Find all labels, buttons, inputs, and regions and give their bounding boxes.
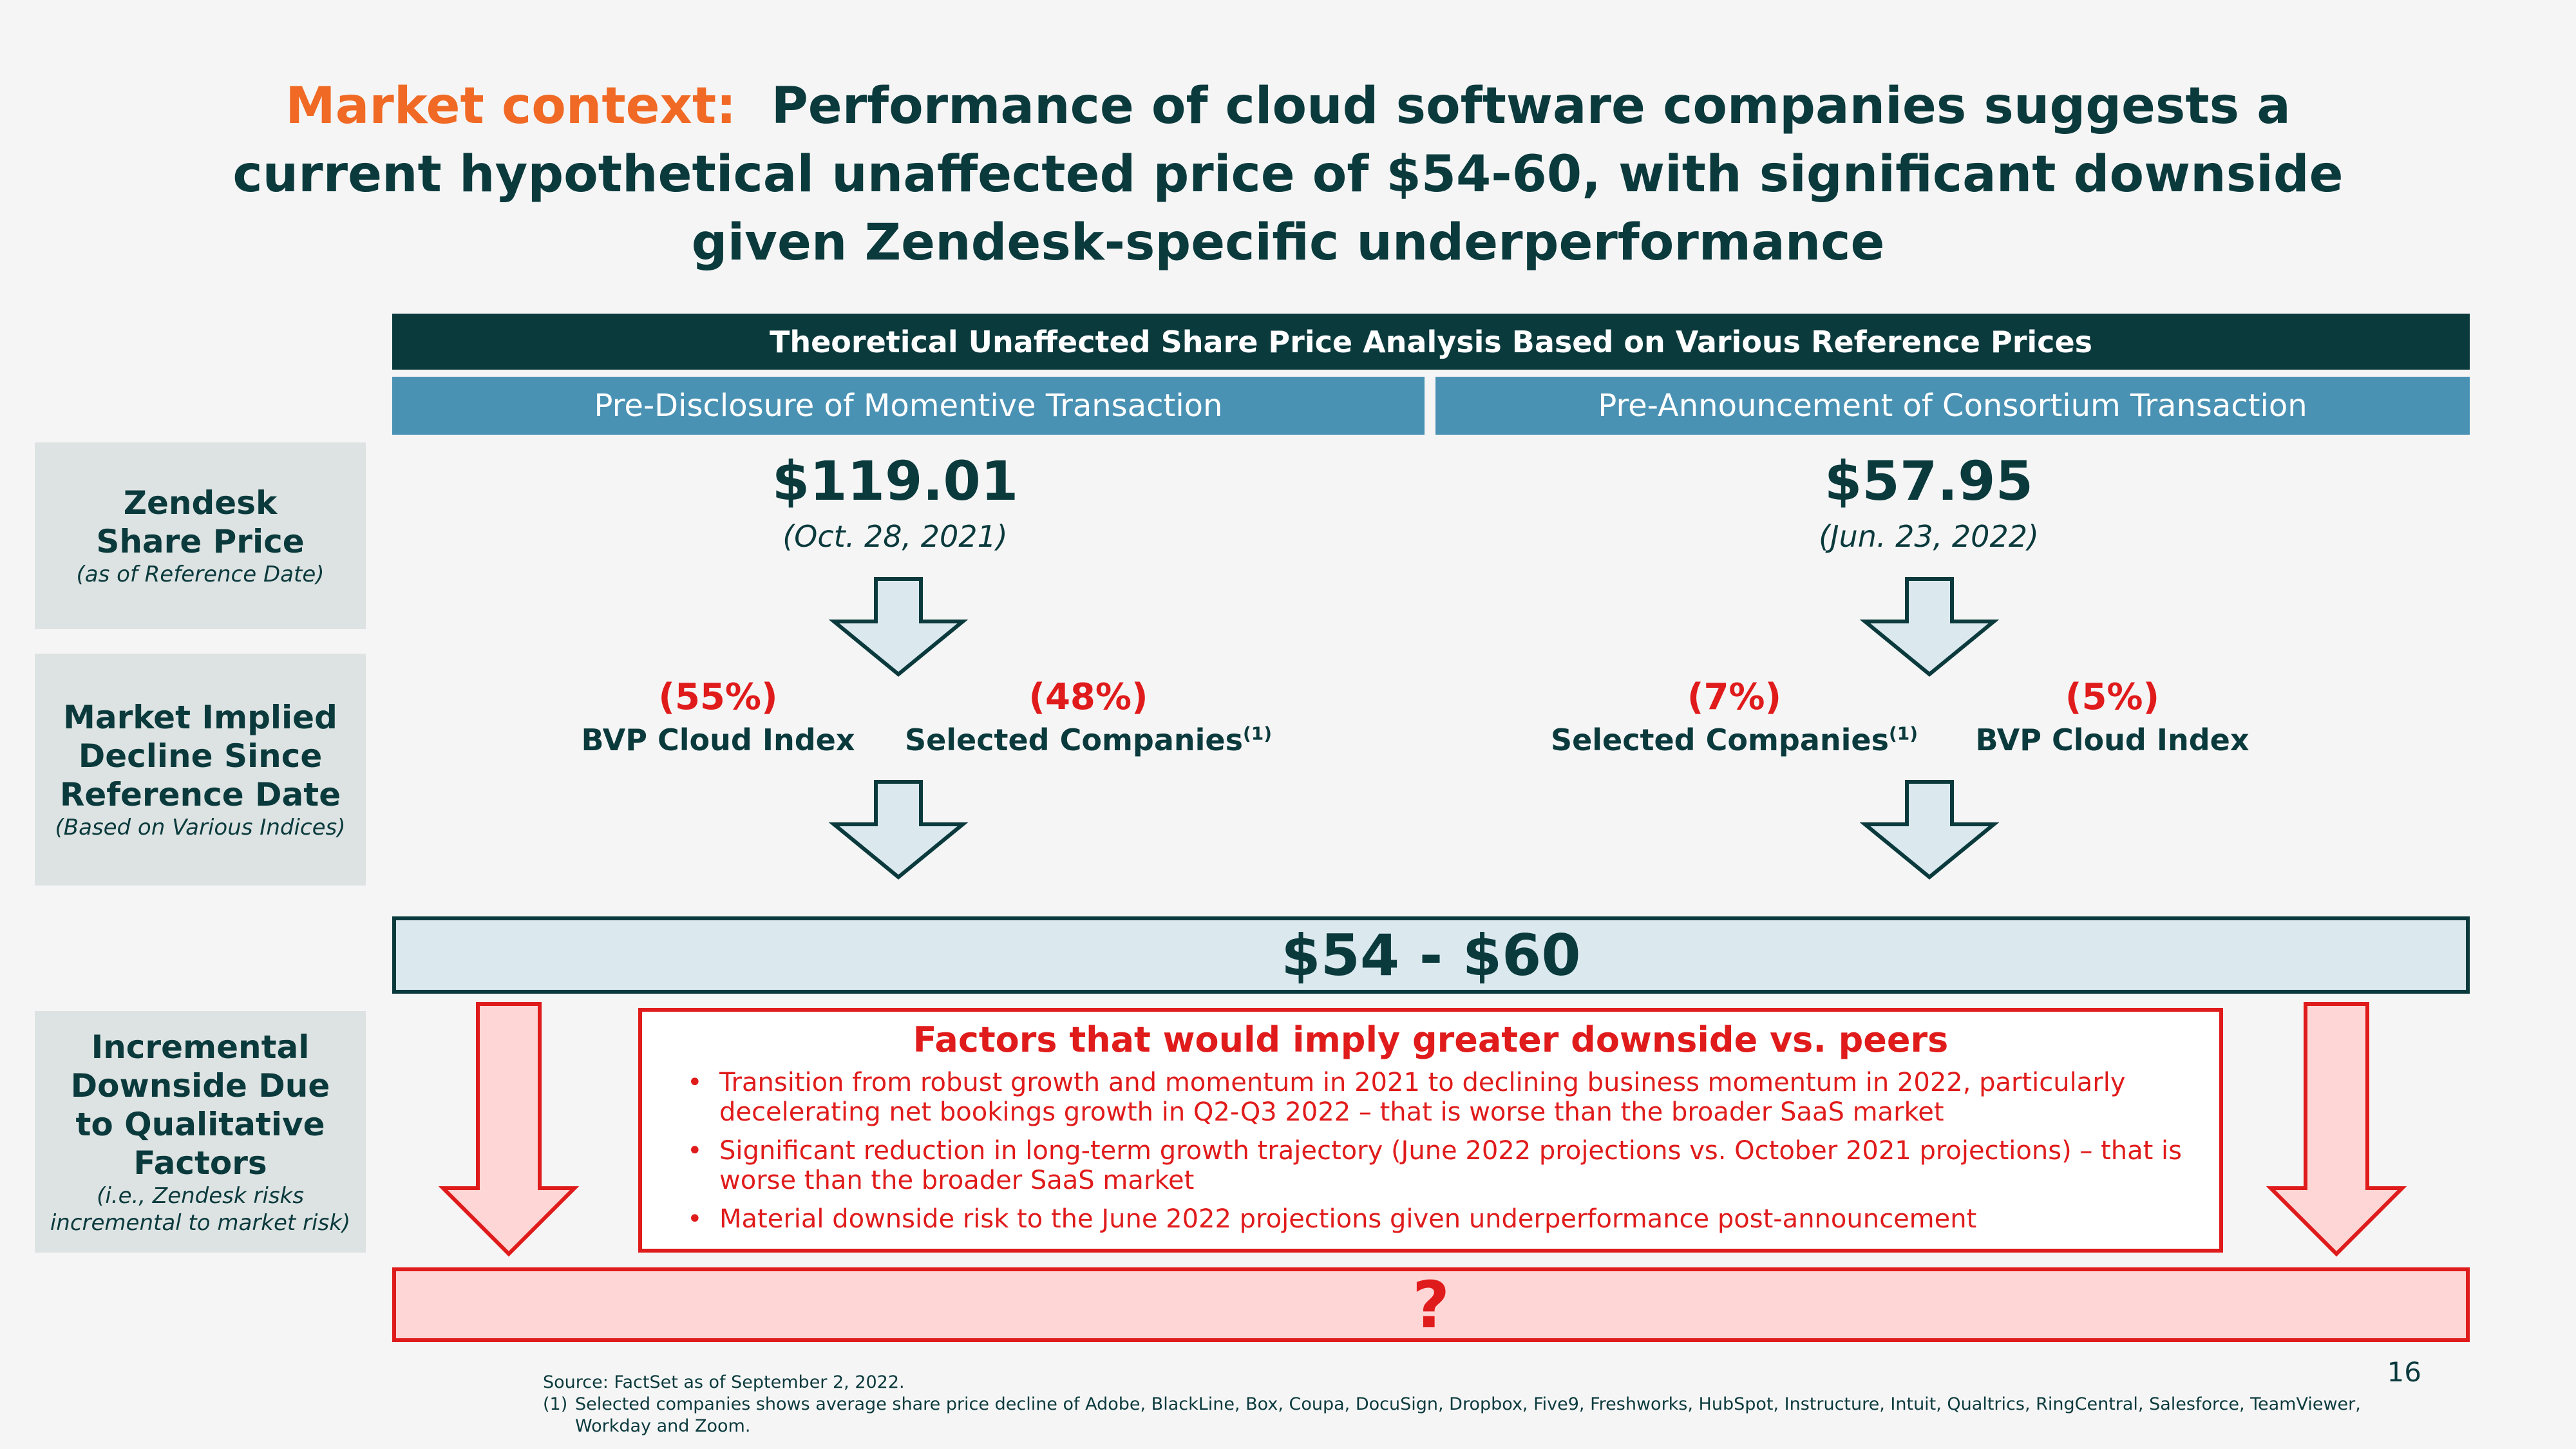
page-number: 16: [2387, 1356, 2421, 1388]
row-label-downside-sub: (i.e., Zendesk risks incremental to mark…: [50, 1182, 351, 1236]
left-reference-date: (Oct. 28, 2021): [782, 519, 1008, 554]
page-title: Market context: Performance of cloud sof…: [0, 72, 2576, 277]
factor-item: Significant reduction in long-term growt…: [687, 1136, 2200, 1195]
factors-list: Transition from robust growth and moment…: [642, 1068, 2219, 1234]
row-label-decline: Market Implied Decline Since Reference D…: [35, 654, 366, 886]
source-line: Source: FactSet as of September 2, 2022.: [543, 1372, 905, 1392]
row-label-decline-sub: (Based on Various Indices): [55, 815, 346, 840]
right-column-header: Pre-Announcement of Consortium Transacti…: [1435, 377, 2470, 435]
row-label-share-price-main: Zendesk Share Price: [96, 484, 305, 560]
right-decline-a-text: Selected Companies: [1550, 723, 1889, 757]
down-arrow-icon: [828, 577, 969, 677]
source-footnote: Source: FactSet as of September 2, 2022.…: [543, 1372, 2410, 1437]
price-range-band: $54 - $60: [392, 916, 2470, 994]
down-arrow-icon: [1859, 577, 2000, 677]
left-column-header: Pre-Disclosure of Momentive Transaction: [392, 377, 1425, 435]
row-label-share-price-sub: (as of Reference Date): [76, 562, 325, 587]
left-decline-b-pct: (48%): [1028, 676, 1148, 718]
row-label-share-price: Zendesk Share Price (as of Reference Dat…: [35, 442, 366, 629]
factors-title: Factors that would imply greater downsid…: [913, 1019, 1949, 1060]
right-decline-b-label: BVP Cloud Index: [1951, 723, 2273, 757]
downside-arrow-icon: [438, 1002, 580, 1257]
down-arrow-icon: [828, 780, 969, 880]
left-decline-b-text: Selected Companies: [904, 723, 1243, 757]
left-share-price: $119.01: [772, 450, 1019, 513]
unknown-price-band: ?: [392, 1267, 2470, 1343]
title-line1: Performance of cloud software companies …: [771, 77, 2291, 135]
factor-item: Material downside risk to the June 2022 …: [687, 1204, 2200, 1234]
right-decline-a-note: (1): [1888, 723, 1918, 744]
right-share-price: $57.95: [1824, 450, 2034, 513]
title-accent: Market context:: [285, 77, 737, 135]
row-label-decline-main: Market Implied Decline Since Reference D…: [59, 699, 341, 813]
factors-box: Factors that would imply greater downsid…: [638, 1008, 2223, 1253]
left-decline-a-pct: (55%): [658, 676, 778, 718]
footnote-marker: (1): [543, 1394, 568, 1414]
analysis-header: Theoretical Unaffected Share Price Analy…: [392, 314, 2470, 370]
left-decline-b-note: (1): [1242, 723, 1273, 744]
left-decline-b-label: Selected Companies(1): [895, 723, 1282, 757]
row-label-downside-main: Incremental Downside Due to Qualitative …: [70, 1028, 330, 1182]
left-decline-a-label: BVP Cloud Index: [557, 723, 879, 757]
footnote-1: (1) Selected companies shows average sha…: [543, 1394, 2410, 1437]
left-decline-a-text: BVP Cloud Index: [581, 723, 855, 757]
down-arrow-icon: [1859, 780, 2000, 880]
downside-arrow-icon: [2266, 1002, 2407, 1257]
title-line2: current hypothetical unaffected price of…: [232, 146, 2344, 204]
right-decline-a-pct: (7%): [1687, 676, 1782, 718]
factor-item: Transition from robust growth and moment…: [687, 1068, 2200, 1127]
title-line3: given Zendesk-specific underperformance: [691, 214, 1885, 272]
right-decline-b-text: BVP Cloud Index: [1975, 723, 2249, 757]
row-label-downside: Incremental Downside Due to Qualitative …: [35, 1011, 366, 1253]
footnote-text: Selected companies shows average share p…: [575, 1394, 2361, 1436]
right-decline-a-label: Selected Companies(1): [1541, 723, 1927, 757]
right-reference-date: (Jun. 23, 2022): [1819, 519, 2039, 554]
right-decline-b-pct: (5%): [2065, 676, 2160, 718]
